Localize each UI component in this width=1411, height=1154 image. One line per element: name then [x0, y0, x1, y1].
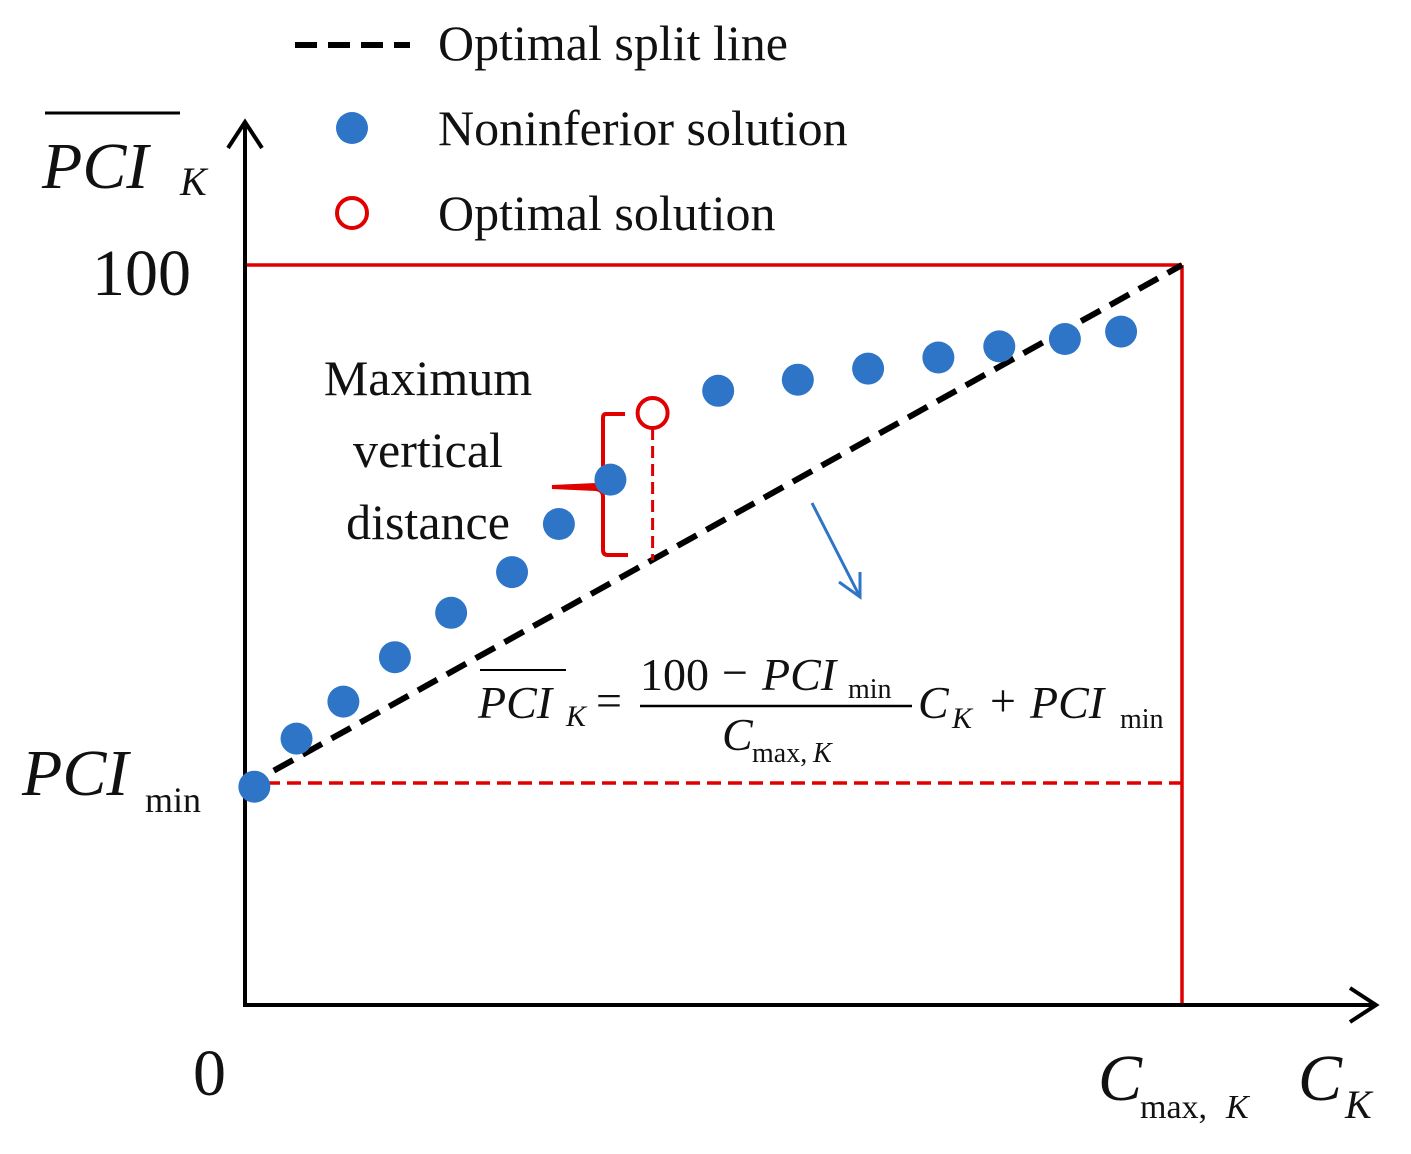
formula-den-c: C — [722, 709, 754, 760]
noninferior-point — [378, 641, 411, 674]
noninferior-point — [238, 770, 271, 803]
formula-mul-c-sub: K — [951, 702, 974, 735]
noninferior-point — [542, 508, 575, 540]
formula-num-100: 100 — [640, 649, 709, 700]
axes — [226, 118, 1380, 1024]
annotation-line-1: Maximum — [324, 350, 532, 406]
x-tick-cmax-sub: max, — [1140, 1089, 1207, 1126]
formula-num-pci: PCI — [761, 649, 839, 700]
noninferior-point — [1105, 315, 1138, 348]
optimal-solution-point — [635, 396, 670, 430]
annotation: Maximum vertical distance — [324, 350, 532, 550]
x-axis-label: C K — [1298, 1042, 1374, 1127]
x-label-main: C — [1298, 1042, 1343, 1115]
annotation-line-3: distance — [346, 494, 510, 550]
boundary-lines — [245, 263, 1184, 1005]
formula-pointer-arrow — [810, 502, 862, 598]
legend-optimal-swatch — [335, 196, 369, 230]
noninferior-point — [496, 556, 529, 589]
noninferior-point — [852, 352, 885, 385]
formula-lhs: PCI — [477, 677, 555, 728]
noninferior-point — [702, 374, 735, 407]
legend-label-split-line: Optimal split line — [438, 15, 788, 71]
formula-add-pci: PCI — [1029, 677, 1107, 728]
legend: Optimal split line Noninferior solution … — [295, 15, 848, 241]
x-tick-cmax: C max, K — [1098, 1042, 1251, 1126]
noninferior-point — [922, 341, 955, 374]
y-tick-pci-min-main: PCI — [21, 737, 131, 810]
origin-label: 0 — [193, 1037, 226, 1110]
y-axis-arrowhead — [226, 118, 264, 150]
formula-num-minus: − — [722, 647, 748, 698]
formula-equals: = — [596, 675, 622, 726]
noninferior-point — [327, 685, 360, 718]
formula-add-pci-sub: min — [1120, 704, 1164, 735]
x-tick-cmax-main: C — [1098, 1042, 1143, 1115]
annotation-line-2: vertical — [353, 422, 503, 478]
formula: PCI K = 100 − PCI min C max, K C K + PCI… — [477, 647, 1164, 769]
y-tick-pci-min-sub: min — [145, 780, 201, 820]
noninferior-point — [781, 363, 814, 396]
y-axis-label: PCI K — [41, 111, 209, 204]
noninferior-point — [1048, 323, 1081, 355]
y-label-main: PCI — [41, 130, 151, 203]
legend-noninferior-swatch — [336, 112, 368, 144]
noninferior-point — [594, 463, 627, 496]
formula-mul-c: C — [918, 677, 950, 728]
x-axis-arrowhead — [1348, 986, 1380, 1024]
formula-den-sub-k: K — [812, 738, 833, 769]
optimal-split-line — [243, 262, 1184, 790]
noninferior-point — [280, 722, 313, 755]
legend-label-noninferior: Noninferior solution — [438, 100, 848, 156]
formula-lhs-sub: K — [565, 700, 588, 733]
legend-label-optimal: Optimal solution — [438, 185, 776, 241]
distance-brace — [551, 412, 628, 557]
formula-num-pci-sub: min — [848, 674, 892, 705]
noninferior-points — [238, 315, 1138, 803]
noninferior-point — [983, 330, 1016, 363]
noninferior-point — [435, 596, 468, 629]
x-tick-cmax-sub-k: K — [1225, 1089, 1251, 1126]
x-label-sub: K — [1344, 1082, 1374, 1127]
y-tick-pci-min: PCI min — [21, 737, 201, 820]
formula-plus: + — [990, 675, 1016, 726]
formula-pointer-arrowhead — [838, 572, 862, 600]
formula-den-sub: max, — [752, 738, 807, 769]
y-tick-100: 100 — [92, 237, 191, 310]
y-label-sub: K — [179, 159, 209, 204]
